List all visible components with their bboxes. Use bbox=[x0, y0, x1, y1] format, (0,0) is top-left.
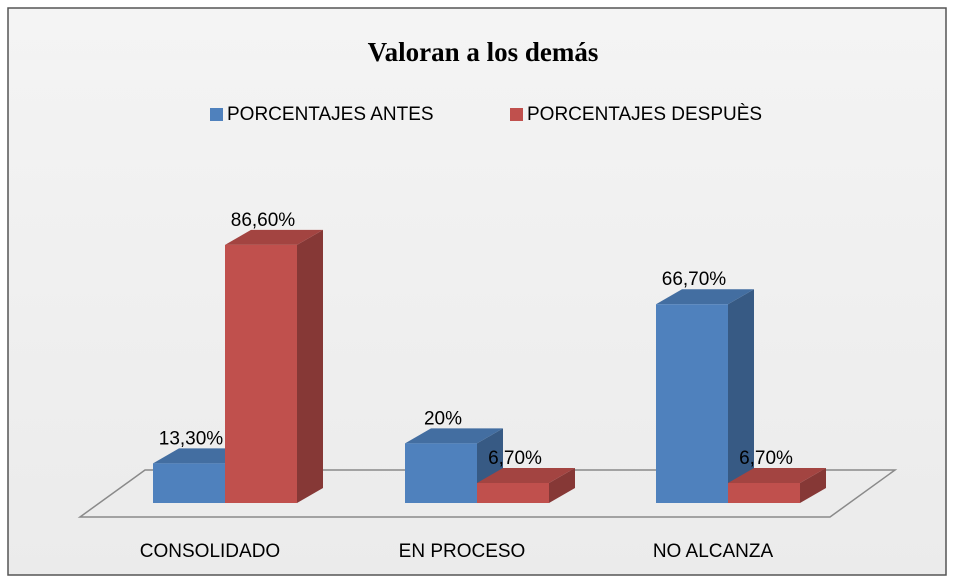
bar bbox=[656, 289, 754, 503]
data-label: 6,70% bbox=[488, 448, 542, 469]
bar-side bbox=[800, 468, 826, 503]
bar-top bbox=[477, 468, 575, 484]
chart-title: Valoran a los demás bbox=[368, 37, 599, 67]
data-label: 6,70% bbox=[739, 448, 793, 469]
legend-swatch bbox=[510, 108, 523, 121]
x-tick-label: EN PROCESO bbox=[399, 541, 526, 562]
bar-top bbox=[225, 229, 323, 245]
bar bbox=[728, 468, 826, 503]
x-tick-label: NO ALCANZA bbox=[653, 541, 774, 562]
bar-side bbox=[297, 229, 323, 503]
bar-side bbox=[549, 468, 575, 503]
bar-front bbox=[405, 443, 477, 503]
bar-top bbox=[728, 468, 826, 484]
data-label: 86,60% bbox=[231, 210, 296, 231]
data-label: 66,70% bbox=[662, 269, 727, 290]
legend-label: PORCENTAJES ANTES bbox=[227, 104, 434, 125]
bar-front bbox=[477, 483, 549, 503]
bar-front bbox=[656, 304, 728, 503]
floor bbox=[77, 469, 898, 518]
bar-front bbox=[153, 463, 225, 503]
x-tick-label: CONSOLIDADO bbox=[140, 541, 280, 562]
bar-front bbox=[225, 244, 297, 503]
bar-front bbox=[728, 483, 800, 503]
bar bbox=[225, 229, 323, 503]
data-label: 20% bbox=[424, 408, 462, 429]
bar-top bbox=[405, 428, 503, 444]
legend-swatch bbox=[210, 108, 223, 121]
data-label: 13,30% bbox=[159, 428, 224, 449]
bar-side bbox=[728, 289, 754, 503]
legend-label: PORCENTAJES DESPUÈS bbox=[527, 104, 762, 125]
bar-top bbox=[656, 289, 754, 305]
bar bbox=[477, 468, 575, 503]
